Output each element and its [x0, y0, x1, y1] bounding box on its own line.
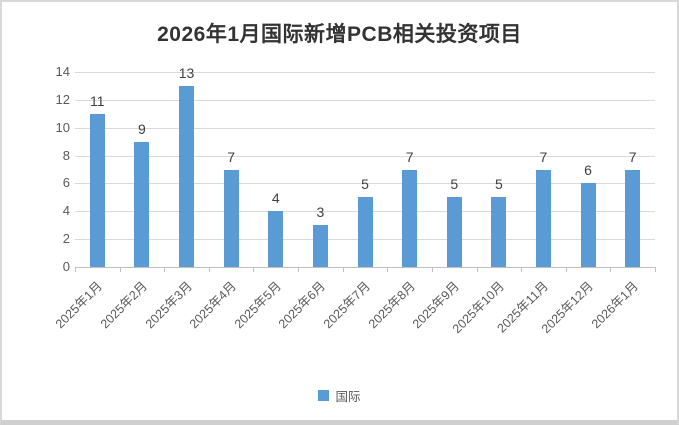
x-tick-mark	[476, 268, 478, 272]
x-tick-mark	[253, 268, 255, 272]
x-tick-mark	[75, 268, 76, 272]
bar	[491, 197, 507, 267]
x-tick-mark	[298, 268, 300, 272]
legend-label: 国际	[335, 390, 361, 404]
x-tick-label: 2025年2月	[97, 279, 150, 332]
bar	[580, 183, 596, 267]
bar-value-label: 6	[584, 162, 592, 179]
bar	[134, 141, 150, 267]
x-tick-mark	[610, 268, 612, 272]
legend: 国际	[2, 386, 677, 405]
y-tick-label: 6	[62, 175, 70, 191]
x-tick-label: 2026年1月	[588, 279, 641, 332]
bar-value-label: 5	[494, 176, 503, 193]
x-axis-line	[75, 267, 656, 268]
y-tick-label: 4	[62, 203, 70, 219]
y-tick-label: 0	[62, 259, 70, 274]
bar-value-label: 9	[138, 120, 146, 137]
y-tick-label: 8	[62, 147, 70, 163]
bar	[535, 169, 551, 267]
x-tick-mark	[521, 268, 523, 272]
bar	[402, 169, 418, 267]
x-tick-label: 2025年6月	[276, 279, 329, 332]
y-tick-label: 14	[55, 64, 70, 79]
legend-swatch-icon	[318, 390, 330, 401]
bar	[268, 211, 284, 267]
bar	[357, 197, 373, 267]
bar-value-label: 4	[271, 190, 280, 207]
x-tick-label: 2025年7月	[320, 279, 373, 332]
gridline	[75, 72, 655, 73]
bar-value-label: 7	[539, 148, 548, 165]
bar-value-label: 3	[316, 204, 325, 221]
gridline	[75, 99, 655, 101]
y-tick-label: 2	[62, 231, 70, 247]
bar	[89, 113, 105, 267]
x-tick-label: 2025年1月	[53, 279, 106, 332]
bar-value-label: 5	[361, 176, 369, 193]
bar	[625, 169, 641, 267]
bar-value-label: 7	[628, 148, 637, 165]
y-tick-label: 10	[55, 119, 70, 135]
x-tick-mark	[431, 268, 433, 272]
bar-value-label: 13	[178, 64, 195, 81]
x-tick-label: 2025年3月	[142, 279, 195, 332]
bar-value-label: 5	[450, 176, 459, 193]
bar	[446, 197, 462, 267]
x-tick-label: 2025年8月	[365, 279, 418, 332]
plot-area: 0 2 4 6 8 10 12 14 11 2025年1月 9 2025年2月 13 2025年3月 7 20…	[2, 2, 677, 420]
x-tick-mark	[119, 268, 121, 272]
x-tick-mark	[565, 268, 567, 272]
x-tick-mark	[164, 268, 166, 272]
x-tick-mark	[208, 268, 210, 272]
gridline	[75, 127, 655, 129]
x-tick-label: 2025年5月	[231, 279, 284, 332]
bar	[179, 85, 195, 267]
bar	[312, 225, 328, 267]
gridline	[75, 155, 655, 157]
bar-value-label: 7	[405, 148, 414, 165]
chart-title: 2026年1月国际新增PCB相关投资项目	[157, 23, 522, 46]
bar-value-label: 11	[90, 92, 105, 109]
bar	[223, 169, 239, 267]
x-tick-mark	[387, 268, 389, 272]
x-tick-label: 2025年4月	[186, 279, 240, 332]
bar-value-label: 7	[227, 148, 236, 165]
x-tick-mark	[655, 268, 656, 272]
x-tick-mark	[342, 268, 344, 272]
y-tick-label: 12	[55, 91, 70, 107]
gridline	[75, 183, 655, 185]
